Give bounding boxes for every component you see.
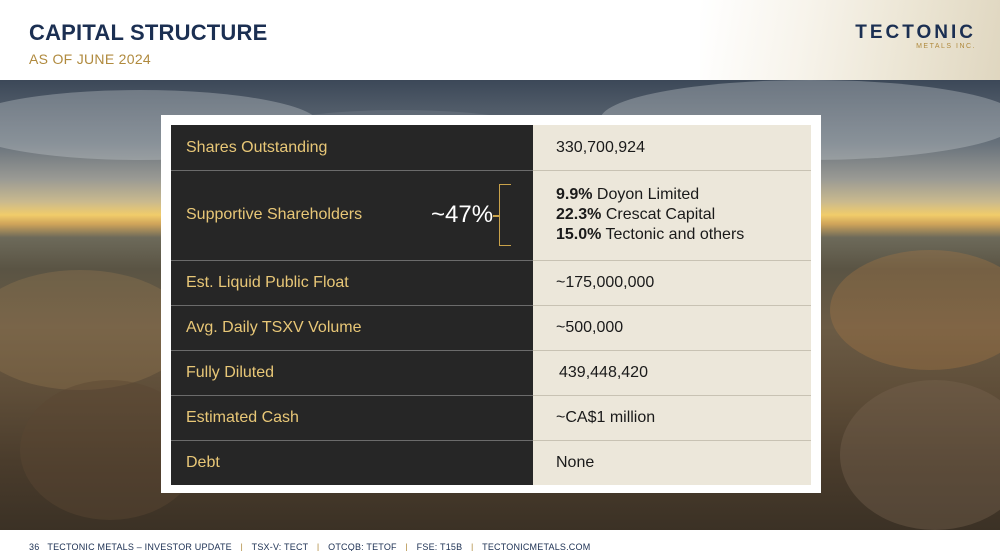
row-divider: [171, 440, 533, 441]
holders-list: 9.9% Doyon Limited 22.3% Crescat Capital…: [556, 186, 744, 244]
row-label: Avg. Daily TSXV Volume: [171, 305, 533, 350]
capital-structure-table: Shares Outstanding 330,700,924 Supportiv…: [171, 125, 811, 485]
header-map-background: [700, 0, 1000, 80]
footer-fse: FSE: T15B: [416, 542, 463, 551]
row-value: 439,448,420: [533, 350, 811, 395]
table-row: Est. Liquid Public Float ~175,000,000: [171, 260, 811, 305]
footer-divider: |: [316, 542, 320, 551]
row-divider: [171, 305, 533, 306]
holder-name: Tectonic and others: [605, 226, 745, 243]
table-row: Fully Diluted 439,448,420: [171, 350, 811, 395]
row-divider: [171, 260, 533, 261]
row-label: Est. Liquid Public Float: [171, 260, 533, 305]
holder-percent: 22.3%: [556, 206, 602, 223]
table-row: Avg. Daily TSXV Volume ~500,000: [171, 305, 811, 350]
footer-divider: |: [240, 542, 244, 551]
logo-wordmark: TECTONIC: [855, 22, 976, 43]
table-row: Estimated Cash ~CA$1 million: [171, 395, 811, 440]
row-value: ~CA$1 million: [533, 395, 811, 440]
table-row: Supportive Shareholders ~47% 9.9% Doyon …: [171, 170, 811, 260]
supportive-shareholders-cell: Supportive Shareholders ~47%: [171, 170, 533, 260]
row-label: Debt: [171, 440, 533, 485]
bracket-icon: [499, 184, 511, 246]
list-item: 15.0% Tectonic and others: [556, 226, 744, 244]
capital-structure-panel: Shares Outstanding 330,700,924 Supportiv…: [161, 115, 821, 493]
row-label: Estimated Cash: [171, 395, 533, 440]
page-subtitle: AS OF JUNE 2024: [29, 51, 151, 67]
slide-footer: 36 TECTONIC METALS – INVESTOR UPDATE | T…: [0, 530, 1000, 551]
footer-website: TECTONICMETALS.COM: [482, 542, 591, 551]
list-item: 9.9% Doyon Limited: [556, 186, 744, 204]
holder-percent: 9.9%: [556, 186, 593, 203]
bracket-connector: [493, 215, 499, 217]
row-label: Shares Outstanding: [171, 125, 533, 170]
footer-tsxv: TSX-V: TECT: [251, 542, 309, 551]
supportive-total-percent: ~47%: [431, 201, 494, 228]
row-value: ~500,000: [533, 305, 811, 350]
row-divider: [171, 350, 533, 351]
row-label: Supportive Shareholders: [186, 206, 363, 223]
holder-name: Doyon Limited: [596, 186, 700, 203]
footer-otcqb: OTCQB: TETOF: [328, 542, 397, 551]
row-value: 330,700,924: [533, 125, 811, 170]
row-divider: [171, 170, 533, 171]
page-number: 36: [29, 542, 40, 551]
holder-percent: 15.0%: [556, 226, 602, 243]
footer-divider: |: [405, 542, 408, 551]
page-title: CAPITAL STRUCTURE: [29, 20, 268, 45]
table-row: Debt None: [171, 440, 811, 485]
row-divider: [171, 395, 533, 396]
row-value: ~175,000,000: [533, 260, 811, 305]
holders-cell: 9.9% Doyon Limited 22.3% Crescat Capital…: [533, 170, 811, 260]
holder-name: Crescat Capital: [605, 206, 716, 223]
footer-doc-title: TECTONIC METALS – INVESTOR UPDATE: [47, 542, 232, 551]
row-value: None: [533, 440, 811, 485]
row-label: Fully Diluted: [171, 350, 533, 395]
slide-header: CAPITAL STRUCTURE AS OF JUNE 2024 TECTON…: [0, 0, 1000, 80]
list-item: 22.3% Crescat Capital: [556, 206, 744, 224]
company-logo: TECTONIC METALS INC.: [855, 22, 976, 50]
table-row: Shares Outstanding 330,700,924: [171, 125, 811, 170]
footer-divider: |: [471, 542, 474, 551]
logo-tagline: METALS INC.: [916, 43, 976, 50]
